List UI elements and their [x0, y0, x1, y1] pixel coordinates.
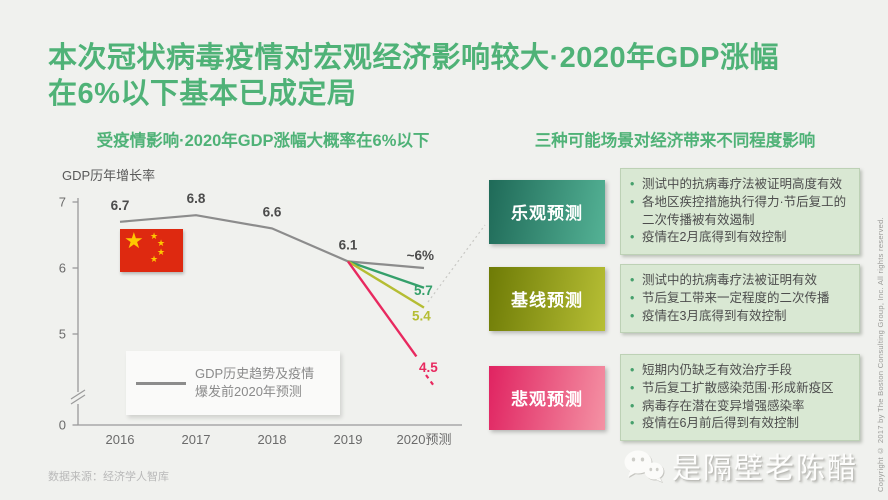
title-line-1: 本次冠状病毒疫情对宏观经济影响较大·2020年GDP涨幅 [48, 42, 780, 74]
wechat-logo-icon [624, 450, 664, 482]
svg-text:2016: 2016 [106, 432, 135, 447]
page-title: 本次冠状病毒疫情对宏观经济影响较大·2020年GDP涨幅 在6%以下基本已成定局 [48, 40, 848, 112]
scenario-bullet-item: 疫情在3月底得到有效控制 [627, 308, 850, 326]
scenario-bullet-item: 测试中的抗病毒疗法被证明高度有效 [627, 176, 850, 194]
scenario-bullet-item: 疫情在6月前后得到有效控制 [627, 415, 850, 433]
scenario-badge-baseline: 基线预测 [489, 266, 605, 331]
china-flag-icon: ★ ★ ★ ★ ★ [120, 229, 183, 272]
svg-text:6.1: 6.1 [339, 237, 358, 252]
scenario-badge-optimistic: 乐观预测 [489, 179, 605, 244]
svg-text:2020预测: 2020预测 [397, 432, 452, 447]
scenario-panel-pessimistic: 短期内仍缺乏有效治疗手段节后复工扩散感染范围·形成新疫区病毒存在潜在变异增强感染… [620, 354, 860, 441]
scenario-bullet-item: 各地区疾控措施执行得力·节后复工的二次传播被有效遏制 [627, 194, 850, 230]
scenario-bullet-item: 短期内仍缺乏有效治疗手段 [627, 362, 850, 380]
legend-label: GDP历史趋势及疫情 爆发前2020年预测 [195, 365, 314, 401]
svg-text:2017: 2017 [182, 432, 211, 447]
copyright-text: Copyright © 2017 by The Boston Consultin… [876, 217, 885, 492]
gdp-line-chart: 7 6 5 0 2016 2017 2018 2019 2020预测 6.7 6.8 6.6 6.1 ~6… [59, 191, 486, 447]
svg-text:2018: 2018 [258, 432, 287, 447]
left-subtitle: 受疫情影响·2020年GDP涨幅大概率在6%以下 [96, 132, 430, 150]
title-line-2: 在6%以下基本已成定局 [48, 78, 357, 110]
scenario-row-baseline: 基线预测 测试中的抗病毒疗法被证明有效节后复工带来一定程度的二次传播疫情在3月底… [489, 264, 860, 334]
scenario-bullet-item: 病毒存在潜在变异增强感染率 [627, 398, 850, 416]
svg-text:6.7: 6.7 [111, 198, 130, 213]
svg-text:0: 0 [59, 418, 66, 433]
scenario-bullets: 短期内仍缺乏有效治疗手段节后复工扩散感染范围·形成新疫区病毒存在潜在变异增强感染… [627, 362, 850, 433]
scenario-badge-pessimistic: 悲观预测 [489, 365, 605, 430]
watermark: 是隔壁老陈醋 [623, 445, 858, 487]
flag-star-icon: ★ [124, 228, 144, 253]
scenario-bullet-item: 节后复工扩散感染范围·形成新疫区 [627, 380, 850, 398]
svg-text:5: 5 [59, 327, 66, 342]
flag-star-icon: ★ [157, 247, 166, 257]
legend-line-swatch [136, 381, 186, 385]
legend-label-line1: GDP历史趋势及疫情 [195, 365, 315, 381]
data-source-note: 数据来源：经济学人智库 [48, 471, 169, 483]
svg-text:6: 6 [59, 261, 66, 276]
svg-text:7: 7 [59, 195, 66, 210]
scenario-panel-optimistic: 测试中的抗病毒疗法被证明高度有效各地区疾控措施执行得力·节后复工的二次传播被有效… [620, 168, 860, 255]
svg-text:6.8: 6.8 [187, 191, 206, 206]
legend-label-line2: 爆发前2020年预测 [195, 384, 302, 399]
scenario-row-optimistic: 乐观预测 测试中的抗病毒疗法被证明高度有效各地区疾控措施执行得力·节后复工的二次… [489, 168, 860, 255]
svg-text:5.7: 5.7 [414, 283, 433, 298]
scenario-bullet-item: 测试中的抗病毒疗法被证明有效 [627, 272, 850, 290]
svg-text:4.5: 4.5 [419, 360, 438, 375]
scenario-panel-baseline: 测试中的抗病毒疗法被证明有效节后复工带来一定程度的二次传播疫情在3月底得到有效控… [620, 264, 860, 334]
flag-star-icon: ★ [150, 231, 159, 241]
flag-star-icon: ★ [157, 238, 166, 248]
scenario-row-pessimistic: 悲观预测 短期内仍缺乏有效治疗手段节后复工扩散感染范围·形成新疫区病毒存在潜在变… [489, 354, 860, 441]
svg-text:6.6: 6.6 [263, 204, 282, 219]
scenario-bullets: 测试中的抗病毒疗法被证明有效节后复工带来一定程度的二次传播疫情在3月底得到有效控… [627, 272, 850, 325]
flag-star-icon: ★ [150, 254, 159, 264]
svg-text:2019: 2019 [334, 432, 363, 447]
right-subtitle: 三种可能场景对经济带来不同程度影响 [534, 132, 816, 150]
svg-text:~6%: ~6% [407, 248, 434, 263]
chart-axis-title: GDP历年增长率 [62, 168, 156, 183]
scenario-bullet-item: 疫情在2月底得到有效控制 [627, 229, 850, 247]
svg-text:5.4: 5.4 [412, 309, 431, 324]
chart-legend: GDP历史趋势及疫情 爆发前2020年预测 [126, 351, 340, 415]
watermark-text: 是隔壁老陈醋 [671, 453, 858, 485]
scenario-bullet-item: 节后复工带来一定程度的二次传播 [627, 290, 850, 308]
scenario-bullets: 测试中的抗病毒疗法被证明高度有效各地区疾控措施执行得力·节后复工的二次传播被有效… [627, 176, 850, 247]
